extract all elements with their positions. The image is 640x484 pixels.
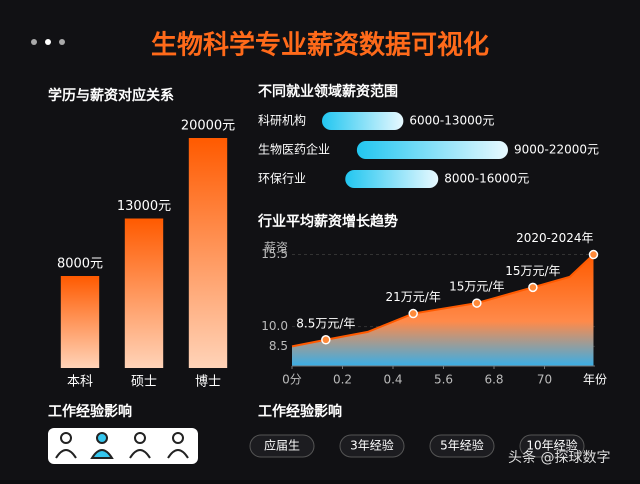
watermark: 头条 @探球数字 [508, 449, 610, 466]
section-title: 工作经验影响 [48, 403, 132, 420]
y-tick-label: 8.5 [269, 339, 288, 353]
range-bar [322, 112, 404, 130]
dot [59, 39, 65, 45]
point [528, 282, 538, 293]
x-tick-label: 硕士 [131, 375, 157, 390]
area [292, 254, 594, 366]
point [472, 298, 482, 308]
range-bar [345, 170, 439, 188]
icon-panel [48, 428, 198, 464]
annotation: 2020-2024年 [516, 231, 593, 245]
x-tick-label: 6.8 [484, 373, 503, 387]
section-title: 不同就业领域薪资范围 [258, 83, 398, 100]
x-tick-label: 本科 [67, 375, 93, 390]
y-tick-label: 15.5 [261, 247, 288, 261]
option-label: 5年经验 [440, 438, 484, 453]
point [588, 249, 599, 260]
annotation: 15万元/年 [505, 264, 560, 278]
x-tick-label: 博士 [195, 375, 221, 390]
value-label: 20000元 [181, 119, 235, 134]
bar [60, 276, 100, 368]
point [408, 308, 418, 319]
dot [31, 39, 37, 45]
title: 生物科学专业薪资数据可视化 [151, 30, 489, 61]
y-tick-label: 10.0 [261, 319, 288, 333]
x-tick-label: 0分 [282, 373, 302, 387]
option-pill [429, 434, 495, 458]
category-label: 环保行业 [258, 172, 306, 186]
x-tick-label: 0.4 [383, 373, 402, 387]
option-label: 应届生 [264, 438, 300, 453]
point [321, 335, 331, 345]
section-title: 学历与薪资对应关系 [48, 87, 174, 104]
value-label: 8000元 [57, 257, 103, 272]
value-label: 8000-16000元 [444, 172, 529, 186]
section-title: 行业平均薪资增长趋势 [257, 213, 398, 230]
bar [188, 138, 228, 368]
range-bar [356, 141, 508, 159]
option-pill [249, 434, 315, 458]
annotation: 21万元/年 [386, 290, 441, 304]
x-axis-label: 年份 [583, 373, 607, 387]
option-pill [339, 434, 405, 458]
value-label: 6000-13000元 [409, 114, 494, 128]
x-tick-label: 0.2 [333, 373, 352, 387]
line [291, 253, 595, 348]
option-label: 3年经验 [350, 438, 394, 453]
x-tick-label: 70 [537, 373, 552, 387]
value-label: 13000元 [117, 199, 171, 214]
annotation: 15万元/年 [449, 280, 504, 294]
option-pill [519, 434, 585, 458]
category-label: 科研机构 [258, 113, 306, 128]
person-icons [55, 432, 189, 459]
y-axis-label: 薪资 [264, 241, 288, 255]
dot [45, 39, 51, 45]
x-tick-label: 5.6 [434, 373, 453, 387]
annotation: 8.5万元/年 [296, 316, 355, 330]
category-label: 生物医药企业 [258, 142, 330, 157]
bar [124, 218, 164, 368]
section-title: 工作经验影响 [258, 403, 342, 420]
option-label: 10年经验 [526, 438, 577, 453]
value-label: 9000-22000元 [514, 143, 599, 157]
